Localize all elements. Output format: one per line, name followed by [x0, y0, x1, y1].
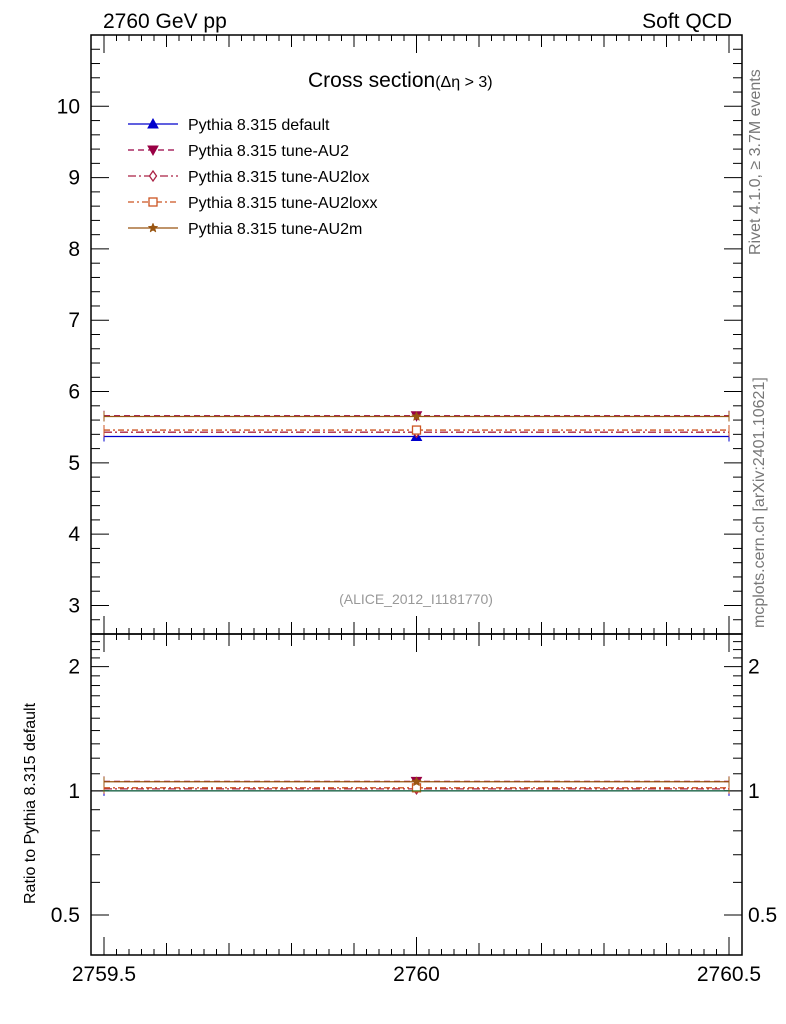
rivet-label: Rivet 4.1.0, ≥ 3.7M events: [747, 69, 764, 255]
mcplots-label: mcplots.cern.ch [arXiv:2401.10621]: [751, 377, 768, 628]
x-tick-label: 2760: [393, 963, 440, 986]
main-ytick-label: 9: [68, 167, 80, 190]
ratio-ylabel: Ratio to Pythia 8.315 default: [22, 702, 39, 904]
legend-label: Pythia 8.315 default: [188, 117, 330, 134]
header-right: Soft QCD: [642, 10, 732, 33]
main-series-marker: [411, 410, 422, 422]
chart-title-group: Cross section(Δη > 3): [308, 69, 493, 92]
legend-marker: [147, 222, 159, 233]
main-panel: 3 4 5 6 7 8 9 10 Cross section(Δη > 3) Pythia 8…: [57, 34, 743, 635]
ratio-ytick-label-left: 0.5: [51, 904, 80, 927]
ratio-ytick-label-right: 2: [748, 656, 760, 679]
main-series-group: [103, 410, 730, 442]
legend-marker: [147, 145, 159, 157]
ratio-ytick-label-right: 0.5: [748, 904, 777, 927]
main-ytick-label: 7: [68, 309, 80, 332]
legend: Pythia 8.315 default Pythia 8.315 tune-AU…: [128, 117, 377, 238]
main-ytick-label: 5: [68, 452, 80, 475]
legend-label: Pythia 8.315 tune-AU2: [188, 143, 349, 160]
ratio-series-group: [103, 776, 730, 796]
chart-title: Cross section: [308, 69, 435, 92]
main-ytick-label: 10: [57, 95, 80, 118]
ratio-ytick-label-left: 2: [68, 656, 80, 679]
main-ytick-label: 4: [68, 523, 80, 546]
chart-title-sub: (Δη > 3): [435, 74, 492, 91]
legend-label: Pythia 8.315 tune-AU2m: [188, 221, 362, 238]
legend-marker: [147, 117, 159, 129]
legend-marker: [148, 169, 158, 183]
x-tick-label: 2760.5: [697, 963, 761, 986]
main-ytick-label: 8: [68, 238, 80, 261]
main-axis-ticks: 3 4 5 6 7 8 9 10: [57, 35, 742, 634]
ratio-axis-ticks: 0.5 0.5 1 1 2 2: [51, 634, 777, 955]
ratio-panel: 0.5 0.5 1 1 2 2 Ratio to Pythia 8.315 default: [22, 633, 777, 956]
ratio-ytick-label-right: 1: [748, 780, 760, 803]
main-ytick-label: 6: [68, 381, 80, 404]
reference-label: (ALICE_2012_I1181770): [339, 591, 493, 607]
ratio-ytick-label-left: 1: [68, 780, 80, 803]
main-ytick-label: 3: [68, 594, 80, 617]
x-axis-labels: 2759.5 2760 2760.5: [72, 963, 761, 986]
legend-marker: [148, 197, 158, 207]
ratio-series-marker: [411, 776, 422, 787]
x-tick-label: 2759.5: [72, 963, 136, 986]
main-series-marker: [411, 425, 422, 435]
header-left: 2760 GeV pp: [103, 10, 227, 33]
legend-label: Pythia 8.315 tune-AU2lox: [188, 169, 369, 186]
legend-label: Pythia 8.315 tune-AU2loxx: [188, 195, 377, 212]
